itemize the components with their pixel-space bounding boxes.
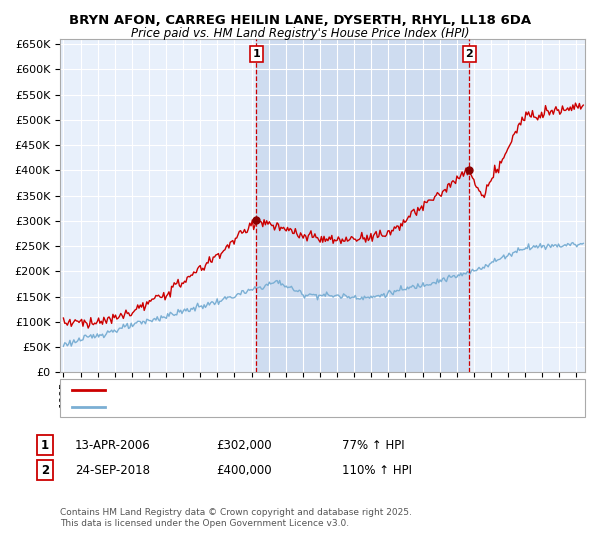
Text: Contains HM Land Registry data © Crown copyright and database right 2025.
This d: Contains HM Land Registry data © Crown c… — [60, 508, 412, 528]
Text: BRYN AFON, CARREG HEILIN LANE, DYSERTH, RHYL, LL18 6DA: BRYN AFON, CARREG HEILIN LANE, DYSERTH, … — [69, 14, 531, 27]
Bar — [256, 39, 469, 372]
Text: 1: 1 — [41, 438, 49, 452]
Text: BRYN AFON, CARREG HEILIN LANE, DYSERTH, RHYL, LL18 6DA (detached house): BRYN AFON, CARREG HEILIN LANE, DYSERTH, … — [114, 385, 530, 395]
Text: 24-SEP-2018: 24-SEP-2018 — [75, 464, 150, 477]
Text: 13-APR-2006: 13-APR-2006 — [75, 438, 151, 452]
Text: 2: 2 — [41, 464, 49, 477]
Text: 1: 1 — [253, 49, 260, 59]
Text: 77% ↑ HPI: 77% ↑ HPI — [342, 438, 404, 452]
Text: HPI: Average price, detached house, Denbighshire: HPI: Average price, detached house, Denb… — [114, 402, 376, 412]
Text: £400,000: £400,000 — [216, 464, 272, 477]
Text: Price paid vs. HM Land Registry's House Price Index (HPI): Price paid vs. HM Land Registry's House … — [131, 27, 469, 40]
Text: 110% ↑ HPI: 110% ↑ HPI — [342, 464, 412, 477]
Text: £302,000: £302,000 — [216, 438, 272, 452]
Text: 2: 2 — [466, 49, 473, 59]
